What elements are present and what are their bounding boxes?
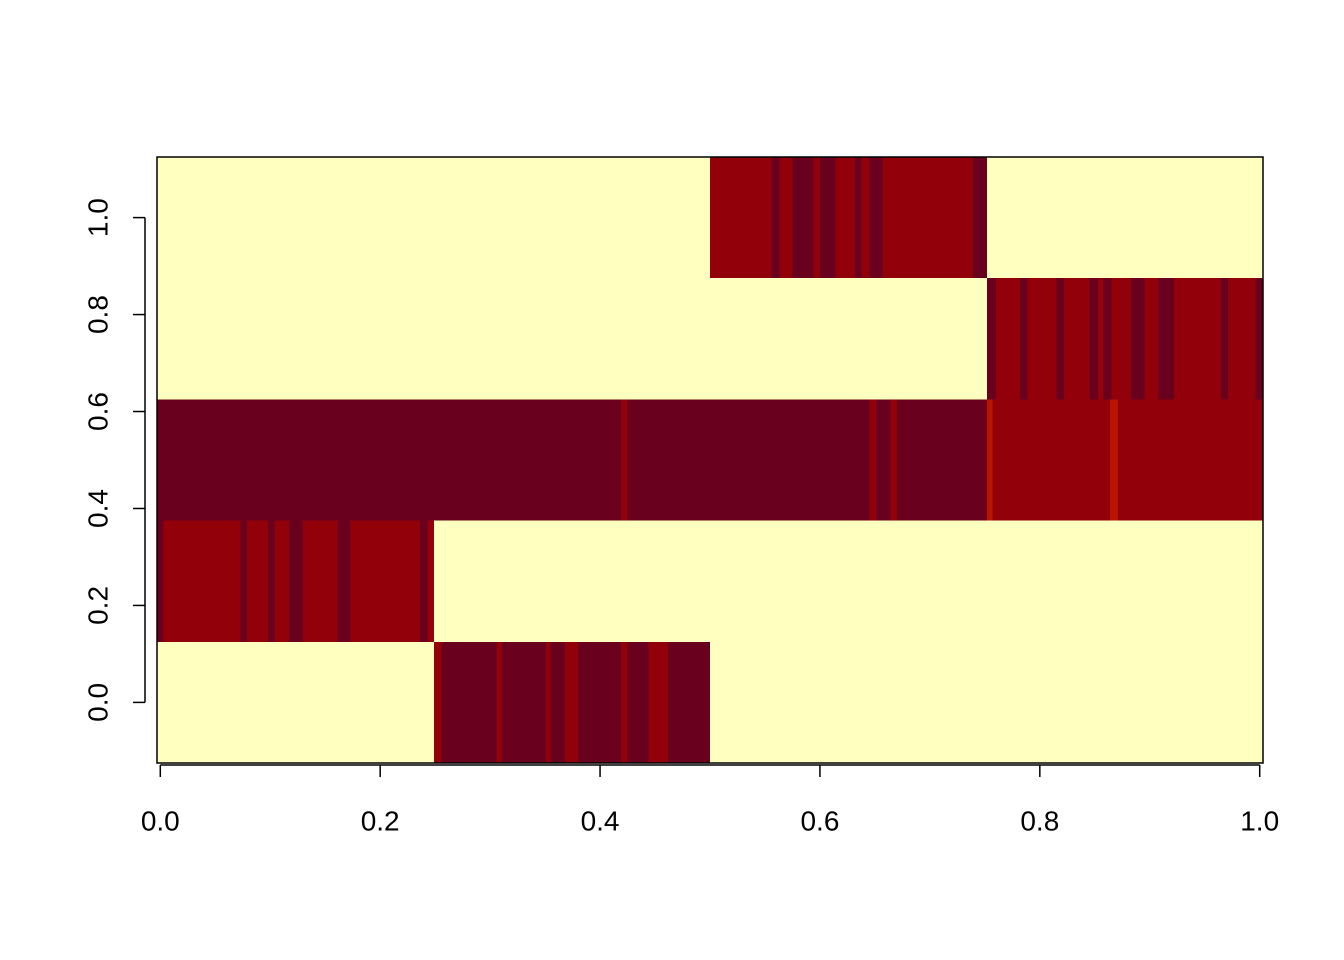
y-tick-label: 0.0 xyxy=(82,683,113,722)
heatmap-cell xyxy=(163,520,241,642)
heatmap xyxy=(157,157,1264,763)
heatmap-cell xyxy=(992,399,1111,521)
heatmap-cell xyxy=(268,520,276,642)
heatmap-cell xyxy=(627,641,649,763)
heatmap-cell xyxy=(337,520,351,642)
heatmap-cell xyxy=(668,641,711,763)
heatmap-cell xyxy=(247,520,269,642)
heatmap-cell xyxy=(876,399,891,521)
heatmap-cell xyxy=(1103,278,1112,400)
heatmap-cell xyxy=(995,278,1021,400)
heatmap-cell xyxy=(434,641,443,763)
x-tick-label: 0.6 xyxy=(800,805,839,836)
heatmap-cell xyxy=(288,520,304,642)
heatmap-cell xyxy=(855,157,863,279)
heatmap-cell xyxy=(1117,399,1264,521)
heatmap-cell xyxy=(648,641,669,763)
heatmap-cell xyxy=(1027,278,1057,400)
y-tick-label: 0.6 xyxy=(82,392,113,431)
heatmap-cell xyxy=(819,157,836,279)
heatmap-cell xyxy=(157,399,622,521)
y-tick-label: 0.8 xyxy=(82,295,113,334)
heatmap-cell xyxy=(1255,278,1264,400)
heatmap-cell xyxy=(1173,278,1222,400)
heatmap-cell xyxy=(771,157,780,279)
heatmap-cell xyxy=(157,520,164,642)
heatmap-cell xyxy=(869,399,877,521)
heatmap-cell xyxy=(1020,278,1029,400)
heatmap-cell xyxy=(578,641,622,763)
heatmap-cell xyxy=(627,399,870,521)
y-tick-label: 1.0 xyxy=(82,198,113,237)
heatmap-cell xyxy=(157,157,711,279)
heatmap-cell xyxy=(434,520,1264,642)
heatmap-cell xyxy=(1098,278,1104,400)
heatmap-cell xyxy=(1089,278,1099,400)
y-tick-label: 0.4 xyxy=(82,489,113,528)
y-tick-label: 0.2 xyxy=(82,586,113,625)
heatmap-cell xyxy=(502,641,547,763)
heatmap-cell xyxy=(157,278,988,400)
heatmap-cell xyxy=(861,157,870,279)
heatmap-cell xyxy=(1131,278,1145,400)
heatmap-cell xyxy=(972,157,988,279)
heatmap-cell xyxy=(419,520,428,642)
heatmap-cell xyxy=(620,641,628,763)
heatmap-cell xyxy=(496,641,503,763)
heatmap-cell xyxy=(987,278,997,400)
heatmap-cell xyxy=(779,157,793,279)
heatmap-cell xyxy=(987,399,993,521)
heatmap-cell xyxy=(240,520,248,642)
plot-frame xyxy=(156,156,1264,764)
x-tick-label: 0.8 xyxy=(1020,805,1059,836)
heatmap-cell xyxy=(710,157,772,279)
heatmap-cell xyxy=(896,399,988,521)
heatmap-cell xyxy=(274,520,290,642)
heatmap-cell xyxy=(350,520,421,642)
heatmap-cell xyxy=(157,641,435,763)
heatmap-cell xyxy=(792,157,814,279)
heatmap-cell xyxy=(303,520,338,642)
heatmap-cell xyxy=(1064,278,1090,400)
heatmap-cell xyxy=(620,399,628,521)
x-tick-label: 1.0 xyxy=(1240,805,1279,836)
heatmap-cell xyxy=(987,157,1264,279)
heatmap-cell xyxy=(1158,278,1175,400)
heatmap-cell xyxy=(710,641,1264,763)
heatmap-cell xyxy=(550,641,566,763)
heatmap-cell xyxy=(441,641,498,763)
heatmap-cell xyxy=(882,157,974,279)
x-tick-label: 0.0 xyxy=(141,805,180,836)
heatmap-cell xyxy=(427,520,435,642)
heatmap-cell xyxy=(1227,278,1256,400)
heatmap-cell xyxy=(890,399,898,521)
heatmap-cell xyxy=(1111,278,1132,400)
x-tick-label: 0.4 xyxy=(581,805,620,836)
heatmap-cell xyxy=(835,157,856,279)
x-tick-label: 0.2 xyxy=(361,805,400,836)
heatmap-cell xyxy=(1144,278,1159,400)
heatmap-cell xyxy=(1056,278,1065,400)
heatmap-cell xyxy=(869,157,884,279)
heatmap-cell xyxy=(1110,399,1119,521)
heatmap-cell xyxy=(564,641,579,763)
heatmap-cell xyxy=(813,157,821,279)
heatmap-cell xyxy=(1221,278,1229,400)
heatmap-cell xyxy=(546,641,551,763)
